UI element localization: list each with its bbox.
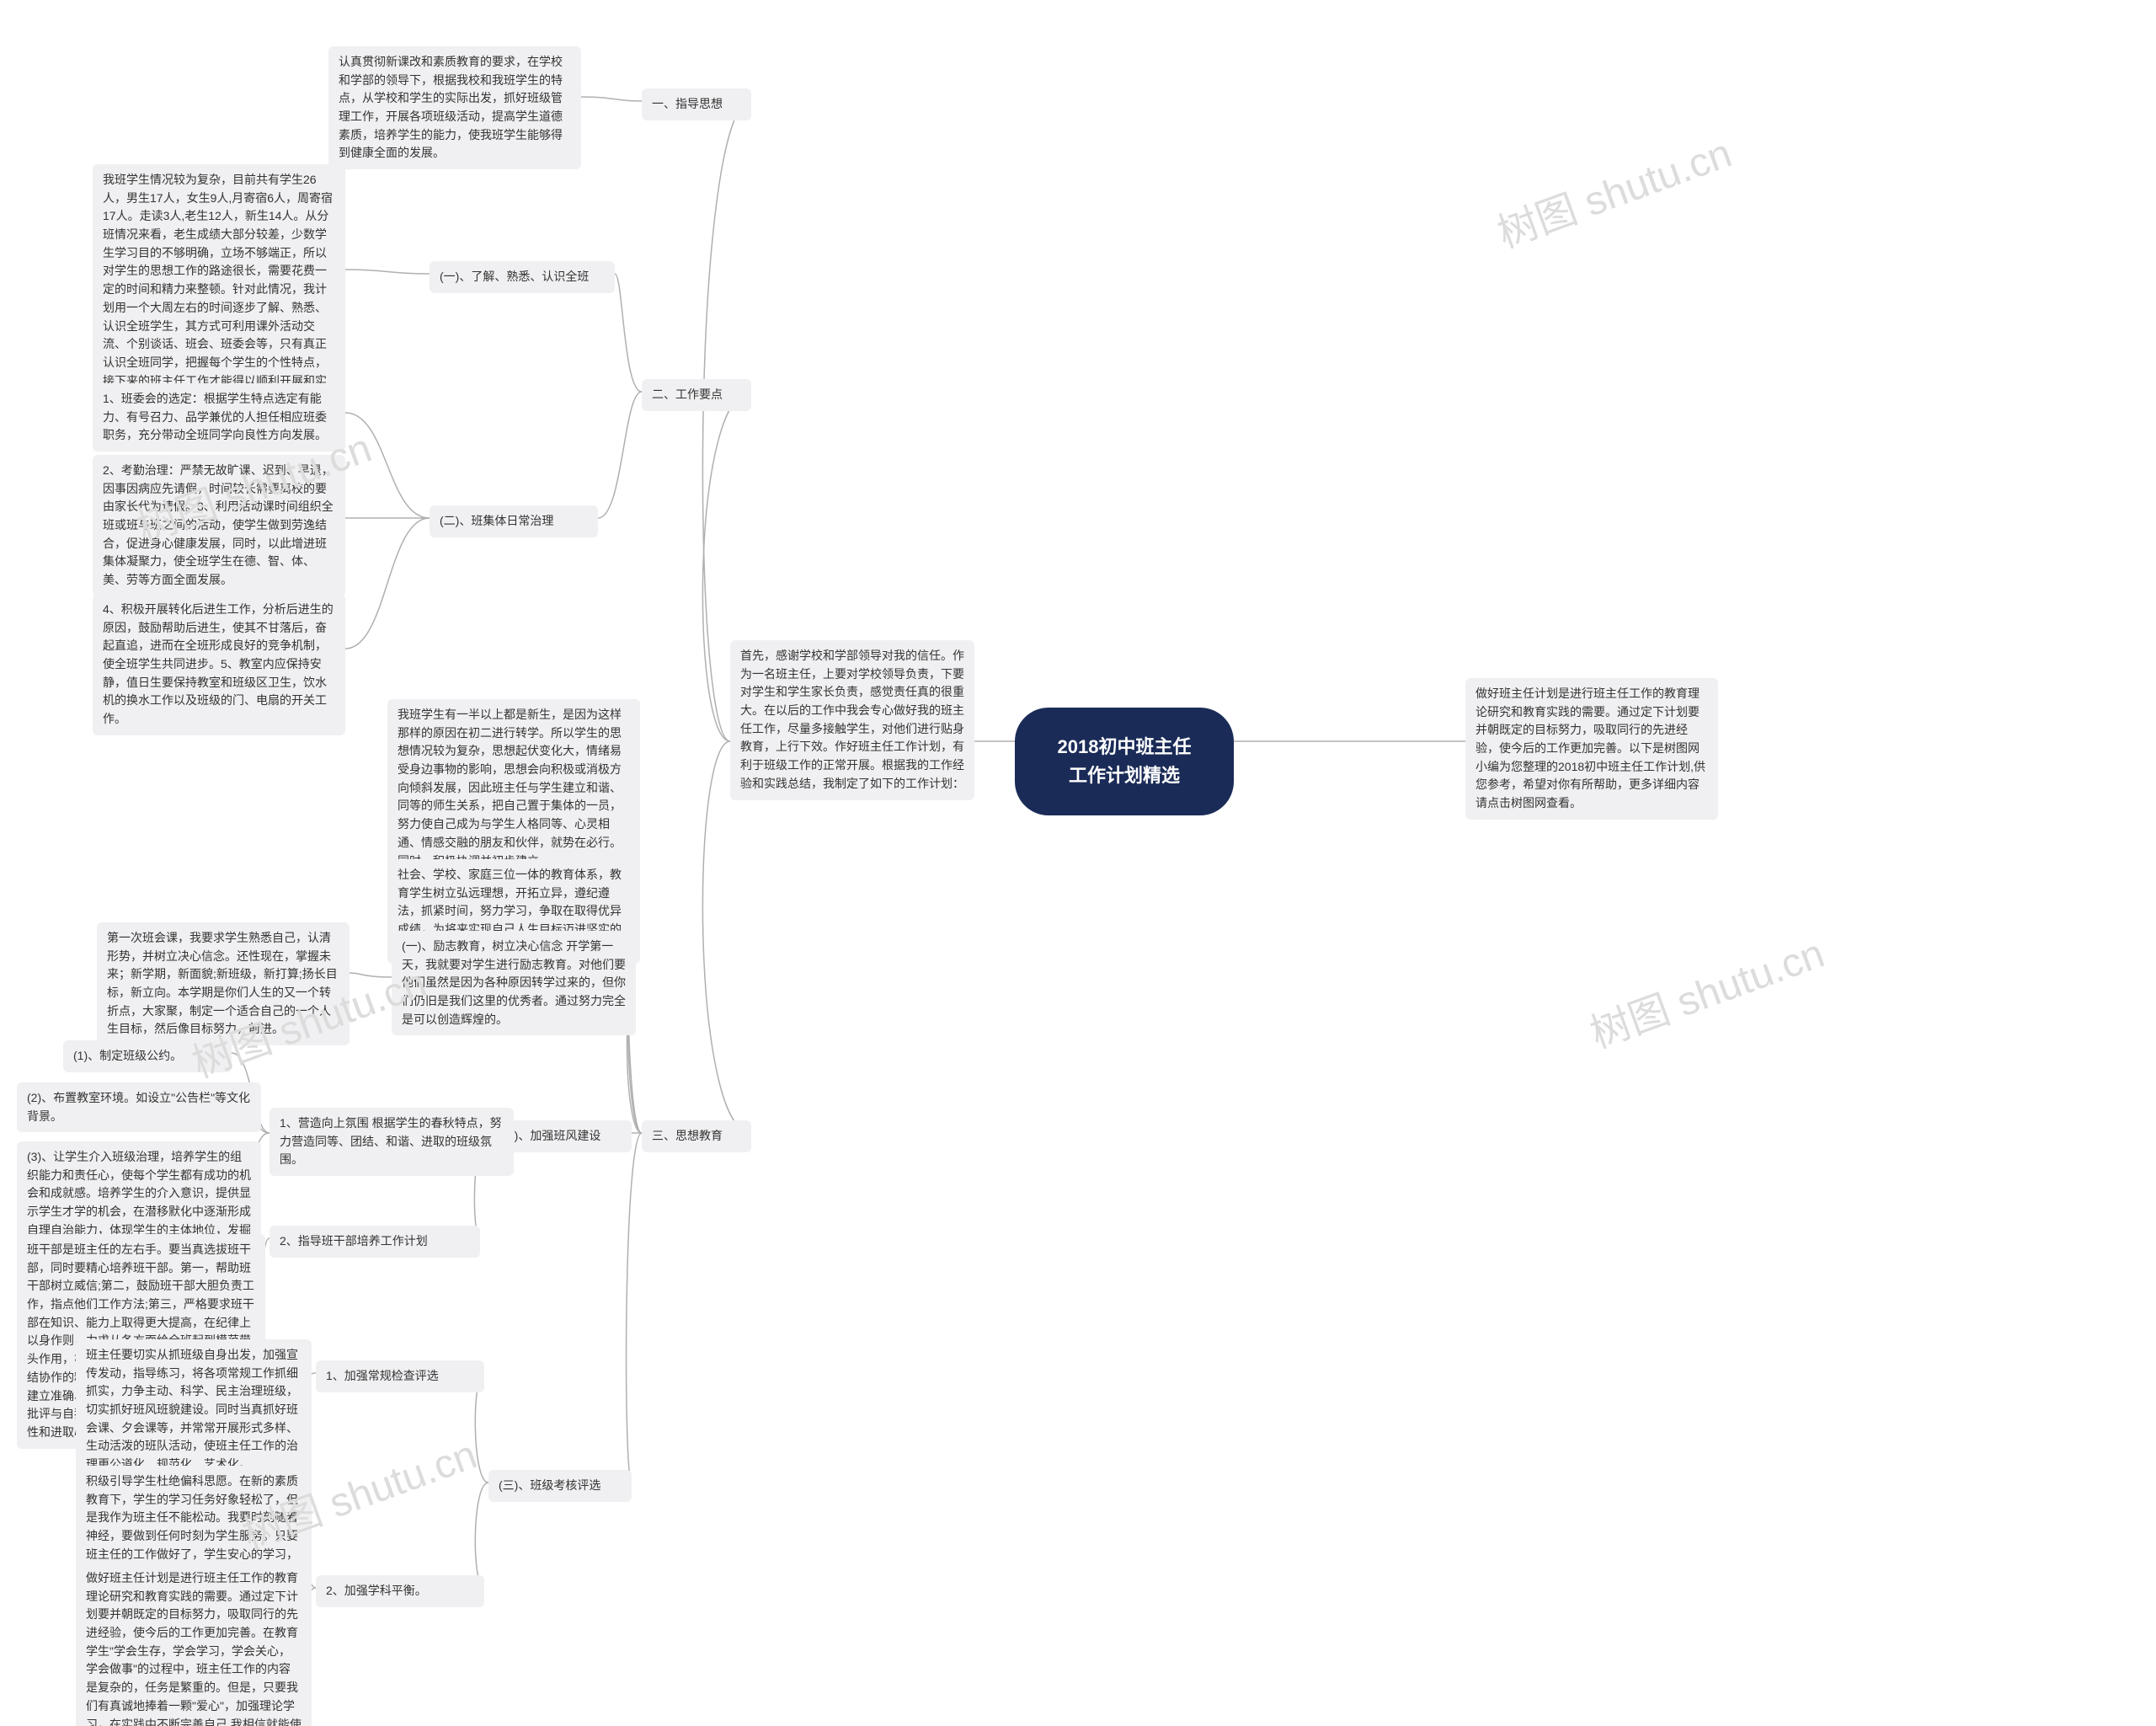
s3-c2-b1[interactable]: 1、营造向上氛围 根据学生的春秋特点，努力营造同等、团结、和谐、进取的班级氛围。: [270, 1108, 514, 1176]
s1-desc[interactable]: 认真贯彻新课改和素质教育的要求，在学校和学部的领导下，根据我校和我班学生的特点，…: [328, 46, 581, 169]
s3-intro1[interactable]: 我班学生有一半以上都是新生，是因为这样那样的原因在初二进行转学。所以学生的思想情…: [387, 699, 640, 877]
s2-c1[interactable]: (一)、了解、熟悉、认识全班: [430, 261, 615, 293]
s3-c3-d1-desc[interactable]: 班主任要切实从抓班级自身出发，加强宣传发动，指导练习，将各项常规工作抓细抓实，力…: [76, 1339, 312, 1481]
s2-c2[interactable]: (二)、班集体日常治理: [430, 505, 598, 537]
s3-c2-b1-i1[interactable]: (1)、制定班级公约。: [63, 1040, 232, 1072]
s3-c3-d1[interactable]: 1、加强常规检查评选: [316, 1360, 484, 1392]
s2-c2-i2[interactable]: 2、考勤治理：严禁无故旷课、迟到、早退，因事因病应先请假，时间较长需要离校的要由…: [93, 455, 345, 596]
section-2[interactable]: 二、工作要点: [642, 379, 751, 411]
s3-c1[interactable]: (一)、励志教育，树立决心信念 开学第一天，我就要对学生进行励志教育。对他们要他…: [392, 931, 636, 1035]
s2-c2-i1[interactable]: 1、班委会的选定：根据学生特点选定有能力、有号召力、品学兼优的人担任相应班委职务…: [93, 383, 345, 452]
s2-c2-i3[interactable]: 4、积极开展转化后进生工作，分析后进生的原因，鼓励帮助后进生，使其不甘落后，奋起…: [93, 594, 345, 735]
s2-c1-desc[interactable]: 我班学生情况较为复杂，目前共有学生26人，男生17人，女生9人,月寄宿6人，周寄…: [93, 164, 345, 415]
s3-c2-b1-i2[interactable]: (2)、布置教室环境。如设立"公告栏"等文化背景。: [17, 1082, 261, 1132]
preface-node[interactable]: 首先，感谢学校和学部领导对我的信任。作为一名班主任，上要对学校领导负责，下要对学…: [730, 640, 974, 800]
right-desc-node[interactable]: 做好班主任计划是进行班主任工作的教育理论研究和教育实践的需要。通过定下计划要并朝…: [1465, 678, 1718, 820]
section-3[interactable]: 三、思想教育: [642, 1120, 751, 1152]
watermark-4: 树图 shutu.cn: [1581, 920, 1831, 1059]
root-node[interactable]: 2018初中班主任工作计划精选: [1015, 708, 1234, 815]
mindmap-canvas: 2018初中班主任工作计划精选 首先，感谢学校和学部领导对我的信任。作为一名班主…: [0, 0, 2156, 1726]
s3-c2-b2[interactable]: 2、指导班干部培养工作计划: [270, 1226, 480, 1258]
s3-c3-d2[interactable]: 2、加强学科平衡。: [316, 1575, 484, 1607]
watermark-2: 树图 shutu.cn: [1488, 120, 1738, 259]
s3-c3[interactable]: (三)、班级考核评选: [488, 1470, 632, 1502]
s3-c3-d2-desc2[interactable]: 做好班主任计划是进行班主任工作的教育理论研究和教育实践的需要。通过定下计划要并朝…: [76, 1563, 312, 1726]
section-1[interactable]: 一、指导思想: [642, 88, 751, 120]
s3-c1-desc[interactable]: 第一次班会课，我要求学生熟悉自己，认清形势，并树立决心信念。还性现在，掌握未来；…: [97, 922, 350, 1045]
